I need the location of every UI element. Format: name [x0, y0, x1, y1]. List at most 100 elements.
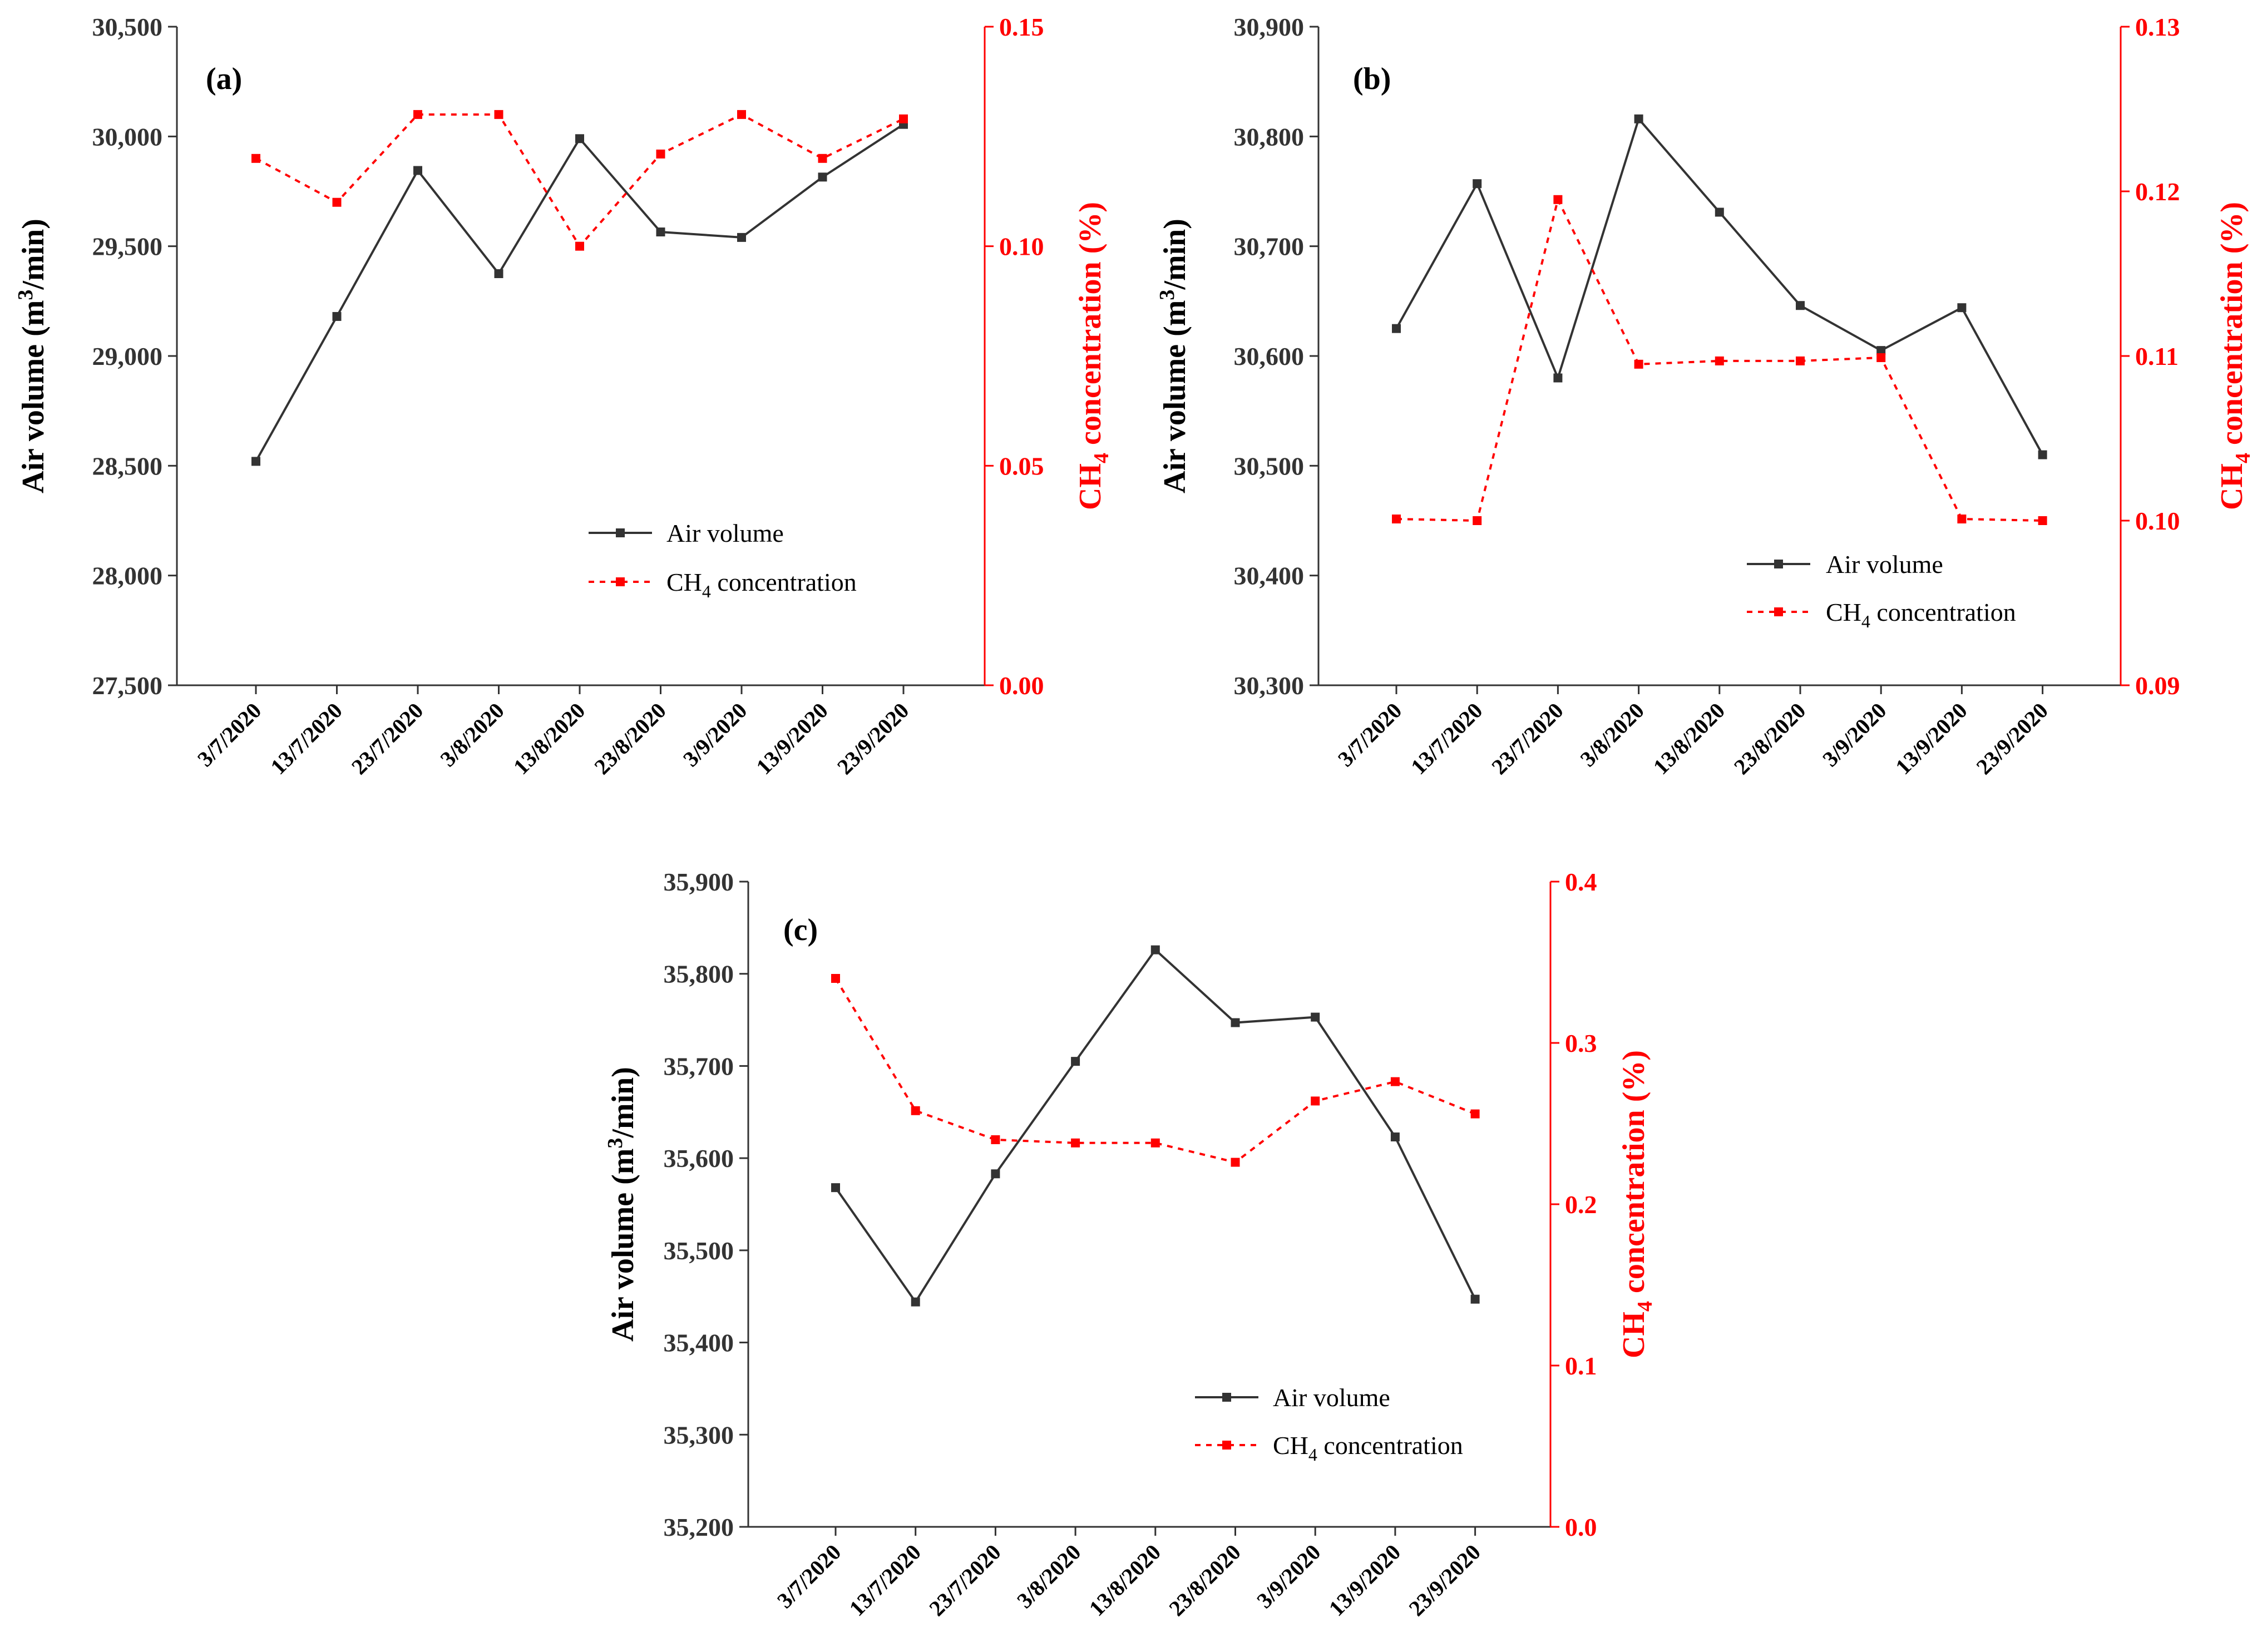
ch4-concentration-point [656, 149, 665, 159]
left-tick-label: 27,500 [92, 671, 163, 700]
x-tick-label: 3/9/2020 [1817, 698, 1891, 771]
panel-label: (b) [1353, 62, 1391, 96]
panel-label: (c) [783, 913, 818, 947]
y-axis-label: Air volume (m3/min) [1155, 219, 1192, 493]
panel-label: (a) [206, 62, 242, 96]
legend-ch4-marker [1222, 1441, 1231, 1450]
ch4-concentration-point [1715, 356, 1724, 365]
right-tick-label: 0.13 [2135, 13, 2180, 41]
left-tick-label: 30,900 [1234, 13, 1305, 41]
left-tick-label: 29,000 [92, 342, 163, 370]
air-volume-point [818, 172, 827, 182]
air-volume-line [255, 123, 905, 462]
left-tick-label: 30,500 [92, 13, 163, 41]
air-volume-line [1395, 116, 2044, 456]
ch4-concentration-point [1957, 515, 1967, 524]
left-tick-label: 35,700 [664, 1052, 734, 1080]
chart-panel-c: 35,200 35,300 35,400 35,500 35,600 35,700 35,8… [604, 868, 1657, 1621]
legend-ch4-label: CH4 concentration [1826, 598, 2016, 631]
x-tick-label: 3/7/2020 [192, 698, 266, 771]
ch4-concentration-point [1796, 356, 1805, 365]
x-tick-label: 23/7/2020 [1486, 698, 1568, 780]
x-tick-label: 3/8/2020 [1575, 698, 1649, 771]
x-tick-label: 3/7/2020 [1333, 698, 1406, 771]
left-tick-label: 35,400 [664, 1329, 734, 1357]
air-volume-point [1876, 346, 1886, 355]
left-tick-label: 35,900 [664, 868, 734, 896]
air-volume-point [1796, 301, 1805, 310]
legend-air-label: Air volume [1826, 550, 1943, 578]
left-tick-label: 28,500 [92, 452, 163, 480]
legend: Air volume CH4 concentration [1747, 550, 2016, 631]
ch4-concentration-line [1396, 196, 2043, 522]
x-tick-label: 13/7/2020 [844, 1540, 926, 1621]
air-volume-point [831, 1183, 840, 1193]
ch4-concentration-point [1470, 1109, 1480, 1119]
right-tick-label: 0.00 [999, 671, 1044, 700]
left-tick-label: 30,400 [1234, 562, 1305, 590]
right-tick-label: 0.05 [999, 452, 1044, 480]
ch4-concentration-point [1553, 195, 1563, 204]
air-volume-point [1634, 114, 1643, 123]
legend-air-label: Air volume [1273, 1383, 1390, 1412]
air-volume-point [1553, 373, 1563, 383]
air-volume-point [991, 1169, 1000, 1179]
x-tick-label: 3/8/2020 [435, 698, 508, 771]
ch4-concentration-point [831, 974, 840, 983]
right-tick-label: 0.12 [2135, 177, 2180, 206]
ch4-concentration-point [1311, 1096, 1320, 1106]
left-tick-label: 30,800 [1234, 122, 1305, 151]
y-axis-label: Air volume (m3/min) [604, 1067, 640, 1342]
ch4-concentration-point [332, 197, 342, 207]
legend-ch4-marker [1774, 607, 1783, 616]
x-tick-label: 13/8/2020 [508, 698, 590, 780]
legend-air-label: Air volume [666, 519, 784, 547]
x-tick-label: 13/8/2020 [1648, 698, 1730, 780]
ch4-concentration-point [911, 1106, 920, 1115]
ch4-concentration-point [1390, 1077, 1400, 1086]
x-tick-label: 23/9/2020 [1404, 1540, 1485, 1621]
right-tick-label: 0.1 [1565, 1352, 1597, 1380]
left-tick-label: 30,600 [1234, 342, 1305, 370]
legend-air-marker [616, 528, 625, 537]
x-tick-label: 13/9/2020 [751, 698, 833, 780]
ch4-concentration-point [2038, 516, 2047, 525]
ch4-concentration-point [1071, 1138, 1080, 1148]
air-volume-point [2038, 450, 2047, 459]
x-tick-label: 23/7/2020 [924, 1540, 1006, 1621]
air-volume-point [1311, 1012, 1320, 1022]
left-tick-label: 30,500 [1234, 452, 1305, 480]
right-tick-label: 0.10 [2135, 507, 2180, 535]
x-tick-label: 13/7/2020 [265, 698, 347, 780]
ch4-concentration-point [1876, 353, 1886, 362]
x-tick-label: 23/8/2020 [1729, 698, 1811, 780]
ch4-concentration-line [834, 977, 1476, 1164]
ch4-concentration-point [1634, 359, 1643, 369]
ch4-concentration-point [991, 1135, 1000, 1144]
ch4-concentration-point [575, 241, 584, 251]
legend-air-marker [1774, 560, 1783, 568]
x-tick-label: 23/8/2020 [1164, 1540, 1246, 1621]
ch4-concentration-point [413, 110, 422, 119]
chart-panel-a: 27,500 28,000 28,500 29,000 29,500 30,000 30,5… [14, 13, 1113, 779]
y2-axis-label: CH4 concentration (%) [1073, 202, 1113, 510]
ch4-concentration-point [251, 154, 260, 163]
x-tick-label: 3/7/2020 [772, 1540, 846, 1613]
left-tick-label: 28,000 [92, 562, 163, 590]
x-tick-label: 3/8/2020 [1012, 1540, 1085, 1613]
x-tick-label: 13/9/2020 [1324, 1540, 1406, 1621]
x-tick-label: 3/9/2020 [678, 698, 752, 771]
chart-panel-b: 30,300 30,400 30,500 30,600 30,700 30,800 30,9… [1155, 13, 2255, 779]
legend: Air volume CH4 concentration [1195, 1383, 1463, 1465]
air-volume-point [1071, 1057, 1080, 1066]
legend-air-marker [1222, 1393, 1231, 1402]
y-axis-label: Air volume (m3/min) [14, 219, 51, 493]
x-tick-label: 13/9/2020 [1890, 698, 1972, 780]
y2-axis-label: CH4 concentration (%) [1617, 1050, 1657, 1358]
left-tick-label: 30,000 [92, 122, 163, 151]
air-volume-point [1231, 1018, 1240, 1027]
air-volume-line [834, 948, 1476, 1304]
ch4-concentration-point [494, 110, 503, 119]
left-tick-label: 35,200 [664, 1513, 734, 1541]
legend-ch4-marker [616, 577, 625, 586]
